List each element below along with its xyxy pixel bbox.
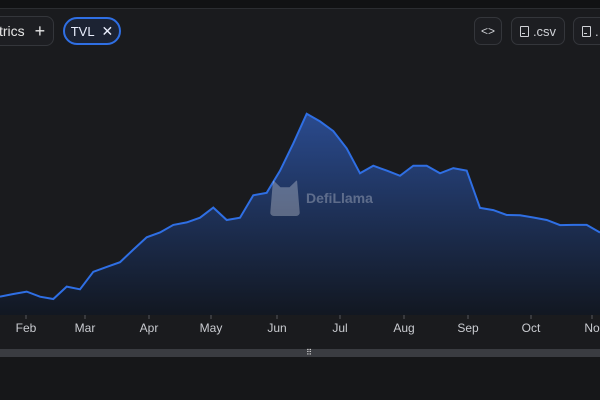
brush-handle-icon[interactable]: ⠿ <box>306 348 312 357</box>
x-tick-label: Aug <box>393 321 414 335</box>
x-tick-label: Apr <box>140 321 159 335</box>
close-icon[interactable]: ✕ <box>101 23 114 39</box>
png-label: . <box>595 23 599 39</box>
window-top-strip <box>0 0 600 9</box>
overview-minimap[interactable] <box>0 357 600 400</box>
x-tick-label: No <box>584 321 600 335</box>
code-icon: <> <box>480 24 495 38</box>
plus-icon: + <box>34 21 46 41</box>
range-brush[interactable]: ⠿ <box>0 349 600 357</box>
embed-button[interactable]: <> <box>474 17 502 45</box>
selected-metric-label: TVL <box>70 23 95 39</box>
x-tick-label: Jul <box>332 321 347 335</box>
download-image-button[interactable]: . <box>573 17 600 45</box>
tvl-area-chart[interactable]: Feb Mar Apr May Jun Jul Aug Sep Oct No <box>0 55 600 350</box>
x-axis: Feb Mar Apr May Jun Jul Aug Sep Oct No <box>16 315 600 335</box>
x-tick-label: Feb <box>16 321 37 335</box>
x-tick-label: Oct <box>522 321 541 335</box>
file-download-icon <box>519 25 529 37</box>
tvl-area-fill <box>0 113 600 315</box>
x-tick-label: Jun <box>267 321 286 335</box>
download-csv-button[interactable]: .csv <box>511 17 565 45</box>
chart-toolbar: trics + TVL ✕ <> .csv . <box>0 16 600 50</box>
file-download-icon <box>582 25 591 37</box>
add-metrics-button[interactable]: trics + <box>0 16 54 46</box>
selected-metric-chip[interactable]: TVL ✕ <box>63 17 121 45</box>
watermark-text: DefiLlama <box>306 190 373 206</box>
x-tick-label: Sep <box>457 321 479 335</box>
tvl-line <box>0 112 600 301</box>
x-tick-label: Mar <box>75 321 96 335</box>
metrics-label: trics <box>0 23 25 39</box>
defillama-watermark: DefiLlama <box>270 180 373 216</box>
x-tick-label: May <box>200 321 223 335</box>
llama-logo-icon <box>270 180 300 216</box>
csv-label: .csv <box>532 23 557 39</box>
